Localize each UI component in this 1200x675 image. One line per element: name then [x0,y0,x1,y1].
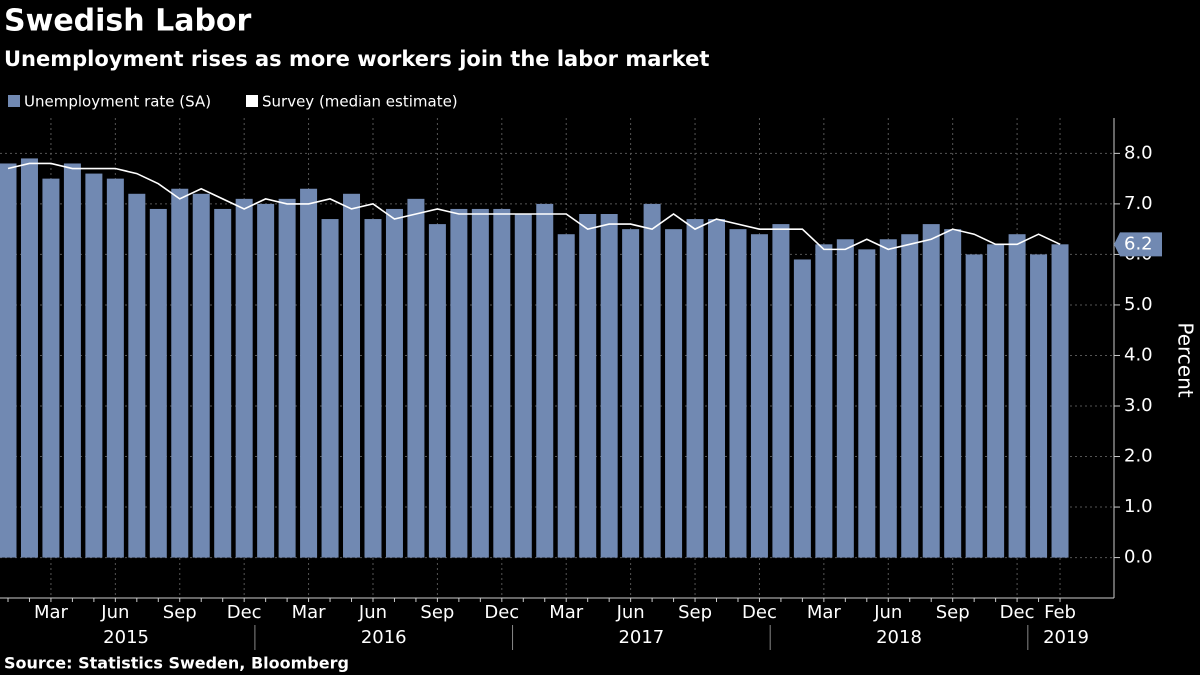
x-tick-label: Sep [163,602,197,623]
y-tick-label: 5.0 [1124,294,1153,315]
chart-subtitle: Unemployment rises as more workers join … [4,47,709,71]
x-tick-label: Mar [807,602,842,623]
legend-swatch [8,95,20,107]
bar [622,229,640,558]
x-tick-label: Dec [742,602,777,623]
bar [750,234,768,558]
bar [149,208,167,558]
bar [686,219,704,558]
bar [106,178,124,558]
bar [557,234,575,558]
bar [493,208,511,558]
bar [321,219,339,558]
bar [643,203,661,558]
bar [428,224,446,558]
legend-label: Unemployment rate (SA) [24,93,211,111]
x-tick-label: Jun [358,602,387,623]
y-tick-label: 0.0 [1124,547,1153,568]
bar [987,244,1005,558]
bar [63,163,81,558]
legend-swatch [246,95,258,107]
bar [729,229,747,558]
y-axis-label: Percent [1174,322,1198,397]
bar [793,259,811,558]
bar [1051,244,1069,558]
year-label: 2015 [103,627,149,648]
x-tick-label: Sep [936,602,970,623]
year-label: 2016 [361,627,407,648]
year-label: 2018 [876,627,922,648]
y-tick-label: 3.0 [1124,395,1153,416]
bar [450,208,468,558]
bar [536,203,554,558]
bar [300,188,318,558]
bar [0,163,17,558]
x-tick-label: Jun [873,602,902,623]
bar [922,224,940,558]
y-tick-label: 2.0 [1124,446,1153,467]
chart-title: Swedish Labor [4,4,252,39]
year-label: 2017 [618,627,664,648]
source: Source: Statistics Sweden, Bloomberg [4,654,349,673]
x-tick-label: Dec [1000,602,1035,623]
bar [42,178,60,558]
bar [944,229,962,558]
bar [278,198,296,558]
x-tick-label: Sep [420,602,454,623]
bar [708,219,726,558]
y-tick-label: 4.0 [1124,344,1153,365]
bar [600,214,618,558]
bar [879,239,897,558]
bar [385,208,403,558]
bar [579,214,597,558]
bar [128,193,146,558]
bar [836,239,854,558]
bar [514,214,532,558]
bar [20,158,38,558]
bar [665,229,683,558]
bar [1008,234,1026,558]
y-tick-label: 1.0 [1124,496,1153,517]
x-tick-label: Dec [227,602,262,623]
bar [171,188,189,558]
x-tick-label: Jun [100,602,129,623]
bar [858,249,876,558]
bar [214,208,232,558]
bar [471,208,489,558]
bar [772,224,790,558]
bar [1030,254,1048,558]
bar [235,198,253,558]
bar [901,234,919,558]
y-tick-label: 8.0 [1124,142,1153,163]
x-tick-label: Feb [1044,602,1076,623]
year-label: 2019 [1043,627,1089,648]
bar [364,219,382,558]
line [7,162,1061,251]
bar [343,193,361,558]
bar [257,203,275,558]
x-tick-label: Mar [34,602,69,623]
bar [85,173,103,558]
x-tick-label: Jun [616,602,645,623]
last-value-box [1114,232,1162,257]
bar [192,193,210,558]
x-tick-label: Sep [678,602,712,623]
x-tick-label: Dec [484,602,519,623]
bar [965,254,983,558]
y-tick-label: 7.0 [1124,193,1153,214]
bar [815,244,833,558]
x-tick-label: Mar [549,602,584,623]
last-value-label: 6.2 [1124,233,1153,254]
x-tick-label: Mar [292,602,327,623]
bar [407,198,425,558]
legend-label: Survey (median estimate) [262,93,458,111]
